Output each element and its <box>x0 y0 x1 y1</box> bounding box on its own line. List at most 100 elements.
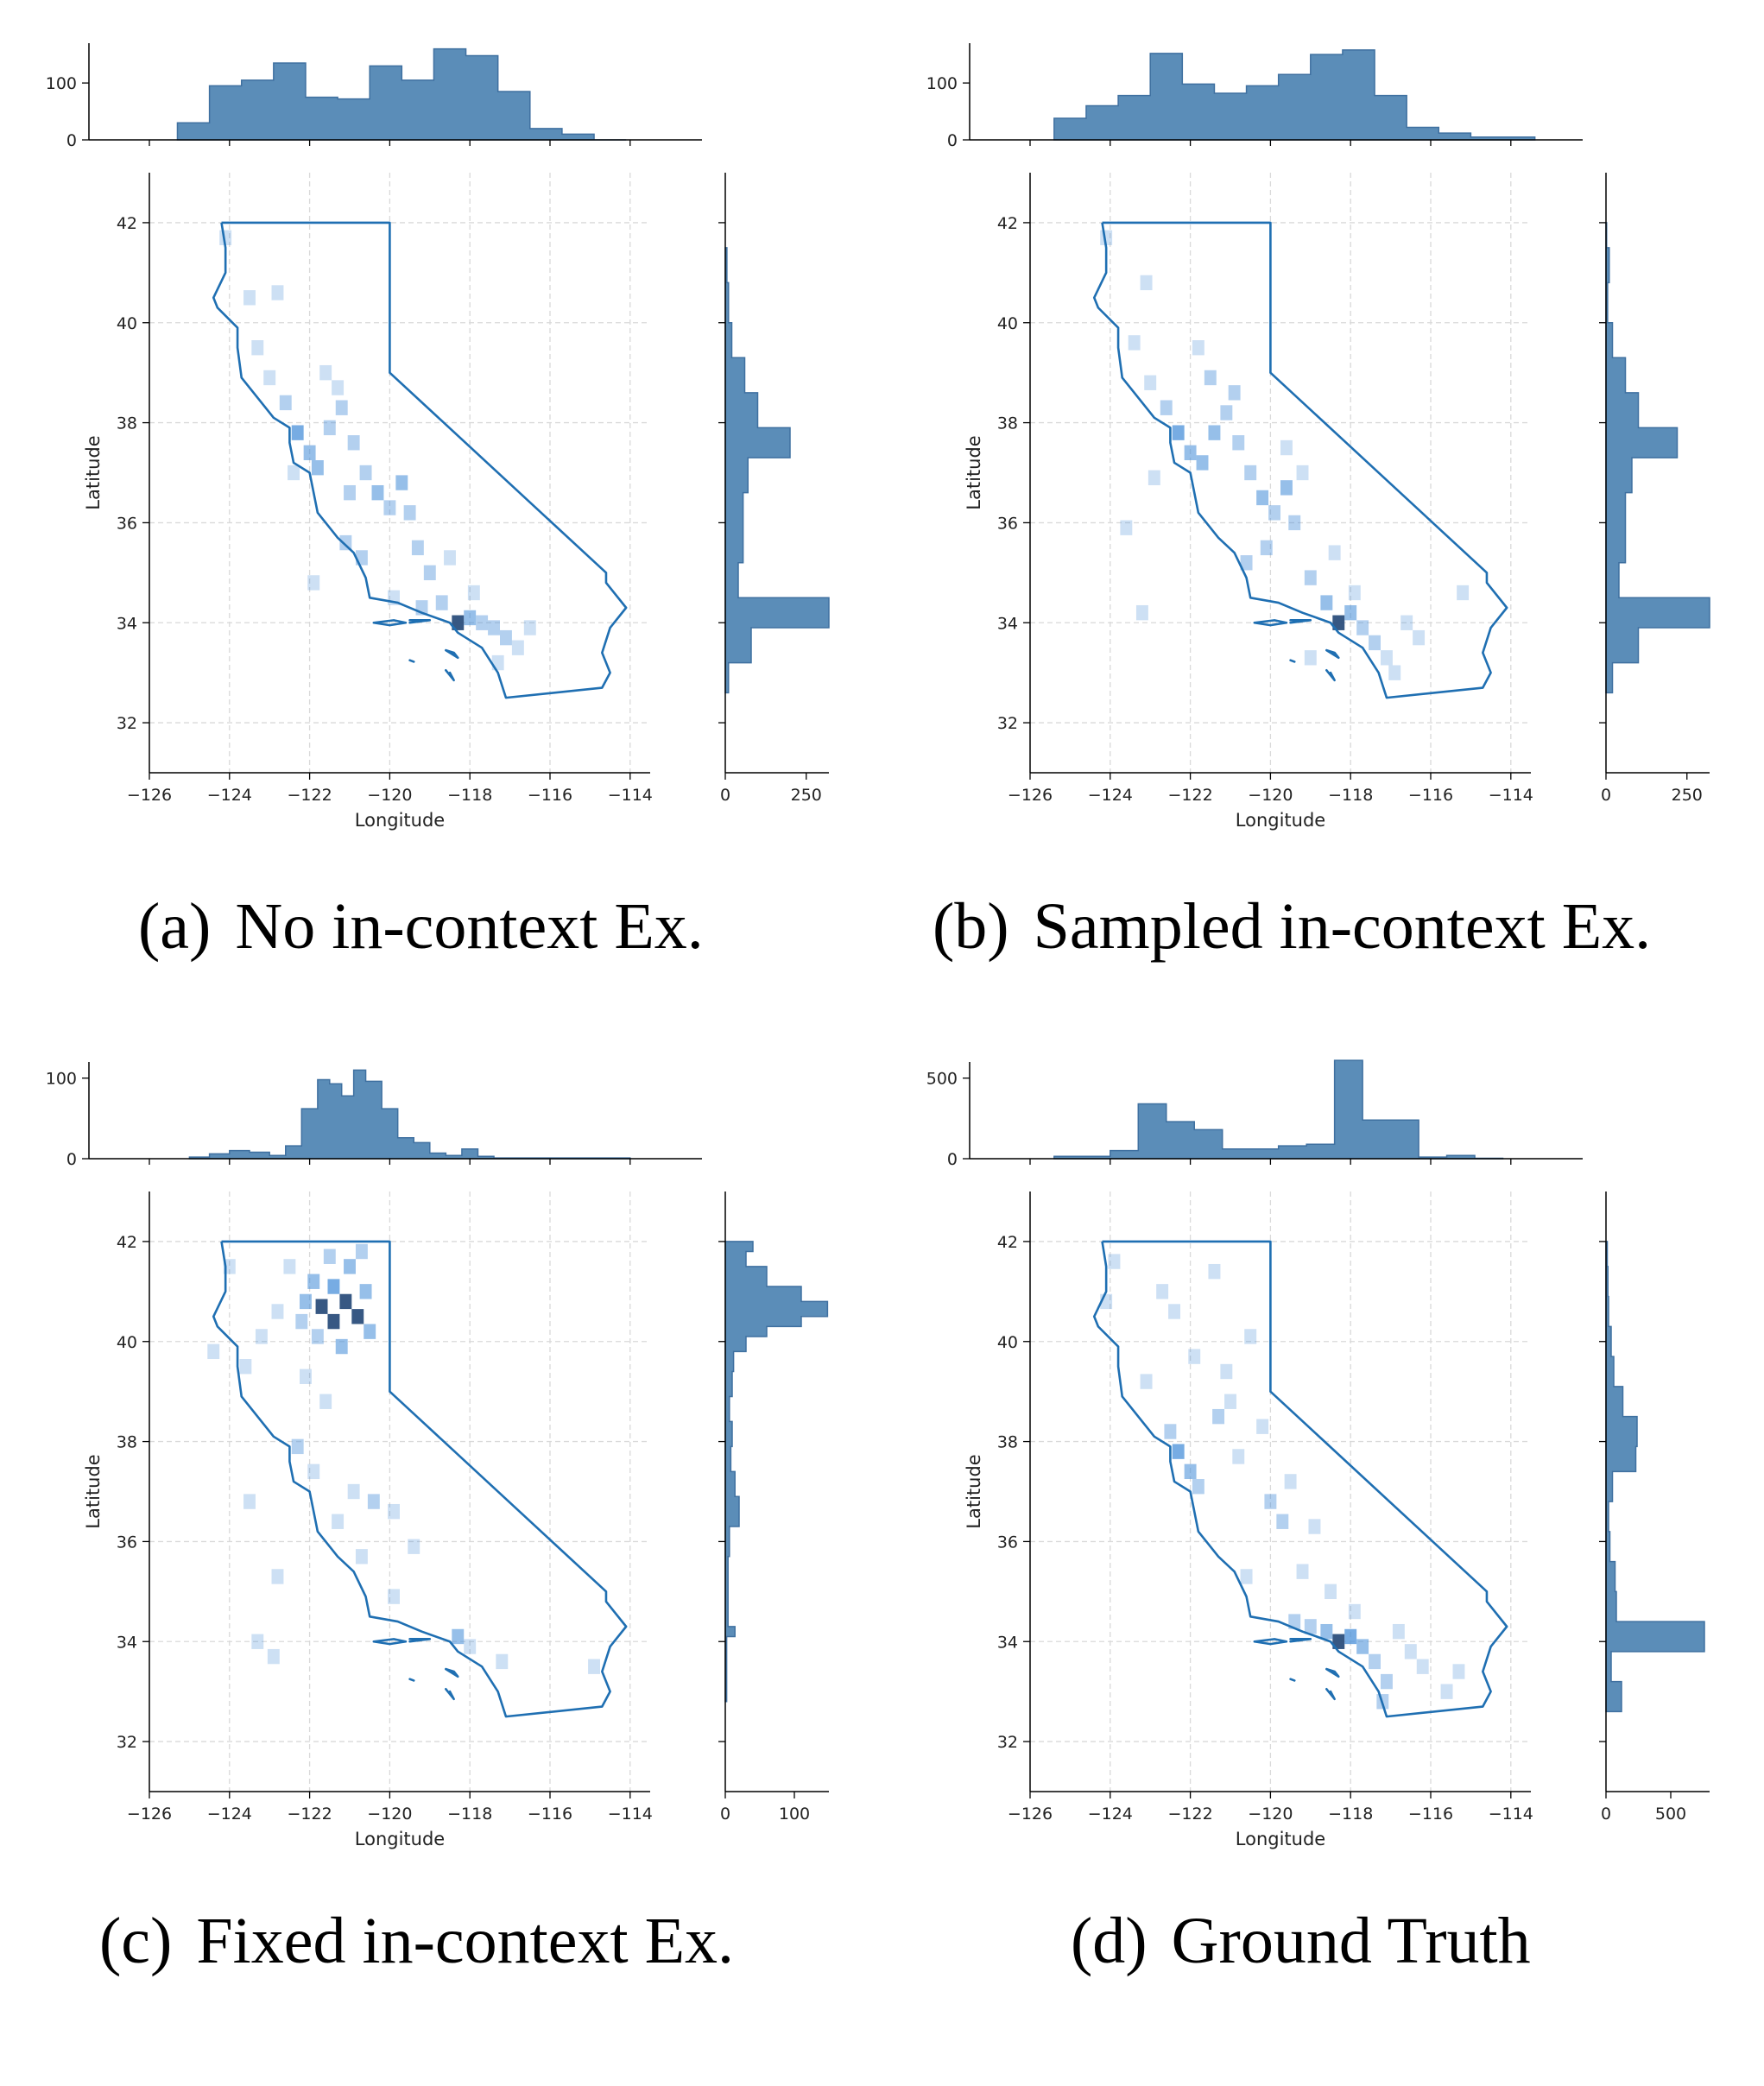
x-tick-label: −114 <box>608 1805 653 1824</box>
heat-cell <box>1413 629 1426 646</box>
x-tick-label: −122 <box>288 786 332 805</box>
caption-b-tag: (b) <box>933 890 1009 963</box>
heat-cell <box>1356 1639 1369 1654</box>
heat-cell <box>1276 1514 1289 1529</box>
heat-cell <box>383 500 396 515</box>
x-tick-label: −114 <box>1489 1805 1533 1824</box>
heat-cell <box>1244 465 1257 481</box>
heat-cell <box>355 1549 368 1564</box>
island-outline <box>1289 1678 1296 1682</box>
heat-cell <box>1280 439 1293 456</box>
island-outline <box>372 1638 408 1646</box>
heat-cell <box>452 1628 465 1645</box>
y-tick-label: 32 <box>997 1733 1018 1752</box>
right-histogram <box>724 247 830 694</box>
x-tick-label: −116 <box>528 1805 572 1824</box>
heat-cell <box>1348 585 1361 601</box>
x-tick-label: −116 <box>528 786 572 805</box>
heat-cell <box>303 445 316 461</box>
heat-cell <box>444 550 456 566</box>
heat-cell <box>307 1463 320 1480</box>
california-outline <box>1092 1240 1508 1718</box>
caption-a-tag: (a) <box>138 890 212 963</box>
heat-cell <box>291 1438 304 1455</box>
x-tick-label: −116 <box>1408 786 1453 805</box>
top-histogram <box>176 47 627 141</box>
x-tick-label: −114 <box>1489 786 1533 805</box>
heat-cell <box>1148 470 1160 485</box>
heat-cell <box>332 380 345 395</box>
top-hist-y-tick-label: 0 <box>947 131 958 150</box>
y-tick-label: 40 <box>997 314 1018 333</box>
heat-cell <box>1196 455 1209 471</box>
heat-cell <box>1160 400 1173 415</box>
heat-cell <box>1280 480 1293 496</box>
heat-cell <box>1381 650 1393 666</box>
x-tick-label: −126 <box>1008 786 1053 805</box>
heat-cell <box>271 1569 284 1584</box>
heat-cell <box>1304 650 1317 666</box>
caption-c-tag: (c) <box>99 1905 173 1977</box>
y-tick-label: 32 <box>997 714 1018 733</box>
caption-b-text: Sampled in-context Ex. <box>1033 890 1652 963</box>
heat-cell <box>1188 1349 1201 1364</box>
y-tick-label: 42 <box>117 214 137 233</box>
heat-cell <box>351 1309 364 1324</box>
heat-cell <box>388 1589 400 1604</box>
chart-panel-c: −126 −124 −122 −120 −118 −116 −114 32 34 36 38 40 42… <box>0 1019 872 1891</box>
top-hist-y-tick-label: 0 <box>66 1150 77 1169</box>
heat-cell <box>295 1313 308 1330</box>
heat-cell <box>1128 335 1141 351</box>
heat-cell <box>1108 1254 1121 1269</box>
y-axis-label: Latitude <box>83 435 104 509</box>
heat-cell <box>1392 1623 1405 1640</box>
x-tick-label: −120 <box>1248 786 1293 805</box>
top-histogram <box>1053 49 1536 141</box>
heat-cell <box>311 460 324 476</box>
heat-cell <box>423 565 436 581</box>
heat-cell <box>327 1279 340 1294</box>
heat-cell <box>1348 1603 1361 1620</box>
x-tick-label: −116 <box>1408 1805 1453 1824</box>
right-histogram <box>1605 222 1710 694</box>
heat-cell <box>315 1299 328 1314</box>
heat-cell <box>464 610 477 626</box>
right-hist-x-tick-label: 0 <box>720 786 730 805</box>
x-tick-label: −120 <box>367 786 412 805</box>
heat-cell <box>1288 1614 1301 1629</box>
x-tick-label: −124 <box>1088 786 1133 805</box>
y-tick-label: 36 <box>117 514 137 533</box>
x-tick-label: −126 <box>1008 1805 1053 1824</box>
heat-cell <box>1232 1449 1245 1464</box>
heat-cell <box>1296 465 1309 481</box>
heat-cell <box>1325 1583 1337 1600</box>
heat-cell <box>300 1293 312 1310</box>
right-hist-x-tick-label: 250 <box>791 786 822 805</box>
x-tick-label: −122 <box>288 1805 332 1824</box>
x-tick-label: −124 <box>1088 1805 1133 1824</box>
heat-cell <box>1457 585 1470 601</box>
x-tick-label: −126 <box>127 1805 172 1824</box>
heat-cell <box>1320 595 1333 610</box>
heat-cell <box>1240 555 1253 571</box>
heat-cell <box>1400 615 1413 630</box>
heat-cell <box>332 1514 345 1529</box>
heat-cell <box>243 290 256 306</box>
heat-cell <box>1192 1479 1204 1495</box>
x-tick-label: −114 <box>608 786 653 805</box>
x-tick-label: −118 <box>447 786 492 805</box>
x-tick-label: −120 <box>367 1805 412 1824</box>
heat-cell <box>323 1248 336 1264</box>
heat-cell <box>1244 1329 1257 1344</box>
heat-cell <box>1172 425 1185 440</box>
island-outline <box>372 619 408 627</box>
heat-cell <box>411 540 424 556</box>
heat-cell <box>1332 1634 1345 1649</box>
island-outline <box>408 619 432 624</box>
x-tick-label: −120 <box>1248 1805 1293 1824</box>
y-tick-label: 32 <box>117 1733 137 1752</box>
heat-cell <box>1320 1623 1333 1640</box>
heat-cell <box>435 595 448 610</box>
x-tick-label: −126 <box>127 786 172 805</box>
heat-cell <box>243 1494 256 1509</box>
